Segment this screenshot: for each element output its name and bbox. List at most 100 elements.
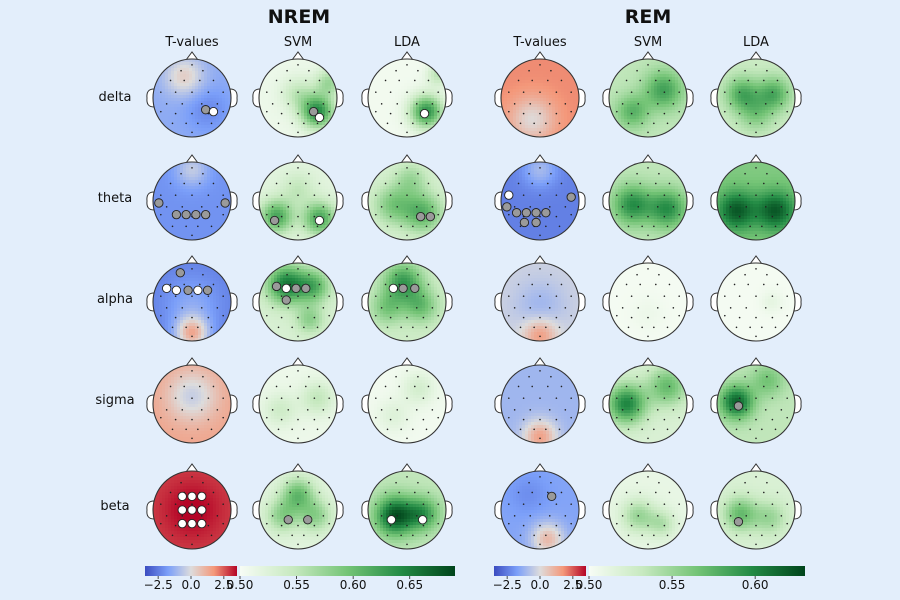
right-ear (577, 292, 586, 312)
head-outline (367, 364, 447, 444)
electrode-dot (763, 182, 765, 185)
electrode-dot (522, 194, 525, 196)
electrode-dot (735, 428, 738, 431)
topomap-nrem-lda-beta (361, 463, 453, 550)
electrode-dot (738, 397, 741, 399)
electrode-dot (380, 409, 383, 411)
electrode-dot (375, 91, 377, 93)
electrode-dot (328, 91, 331, 93)
electrode-dot (222, 503, 224, 505)
right-ear (229, 191, 238, 211)
nose (291, 255, 305, 265)
electrode-dot (735, 534, 738, 537)
electrode-dot (431, 409, 434, 411)
electrode-dot (547, 491, 549, 494)
electrode-dot (216, 409, 219, 411)
electrode-dot (406, 503, 408, 505)
electrode-dot (191, 234, 193, 237)
electrode-dot (297, 503, 299, 505)
electrode-dot (398, 182, 401, 185)
electrode-dot (755, 215, 757, 218)
left-ear (146, 500, 155, 520)
electrode-dot (289, 491, 292, 494)
significance-marker-gray (415, 211, 426, 222)
electrode-dot (755, 167, 757, 169)
left-ear (494, 500, 503, 520)
electrode-dot (656, 103, 659, 105)
electrode-dot (191, 476, 193, 478)
left-ear (361, 88, 370, 108)
electrode-dot (724, 295, 726, 297)
left-ear (252, 292, 261, 312)
electrode-dot (386, 428, 389, 431)
electrode-dot (678, 522, 680, 525)
right-ear (444, 292, 453, 312)
nose (400, 154, 414, 164)
electrode-dot (630, 295, 633, 297)
electrode-dot (744, 375, 746, 378)
electrode-dot (200, 409, 203, 411)
electrode-dot (308, 375, 310, 378)
electrode-dot (425, 122, 428, 125)
electrode-dot (647, 64, 649, 66)
electrode-dot (513, 515, 516, 517)
electrode-dot (513, 307, 516, 309)
head-outline (716, 470, 796, 550)
electrode-dot (550, 172, 552, 175)
topomap-rem-svm-theta (602, 154, 694, 241)
electrode-dot (517, 491, 520, 494)
electrode-dot (616, 110, 618, 113)
electrode-dot (786, 397, 788, 399)
electrode-dot (389, 112, 392, 115)
electrode-dot (396, 206, 399, 208)
significance-marker-gray (200, 105, 211, 115)
electrode-dot (771, 397, 774, 399)
electrode-dot (625, 79, 628, 82)
electrode-dot (639, 491, 641, 494)
electrode-dot (616, 314, 618, 317)
electrode-dot (672, 206, 675, 208)
electrode-dot (663, 397, 666, 399)
nrem-accuracy-tick-label: 0.50 (227, 578, 254, 592)
left-ear (710, 88, 719, 108)
electrode-dot (627, 534, 630, 537)
right-ear (229, 394, 238, 414)
electrode-dot (384, 283, 387, 286)
colorbar-rem-accuracy (589, 566, 805, 576)
electrode-dot (733, 385, 736, 388)
col-title-nrem-tvalues: T-values (164, 35, 219, 50)
electrode-dot (291, 122, 293, 125)
electrode-dot (647, 295, 649, 297)
electrode-dot (539, 524, 541, 527)
electrode-dot (297, 370, 299, 372)
electrode-dot (558, 534, 561, 537)
head-outline (367, 161, 447, 241)
electrode-dot (289, 182, 292, 185)
electrode-dot (297, 234, 299, 237)
electrode-dot (771, 112, 774, 115)
right-ear (577, 500, 586, 520)
right-ear (335, 292, 344, 312)
topomap-nrem-lda-alpha (361, 255, 453, 342)
electrode-dot (764, 515, 767, 517)
electrode-dot (422, 91, 425, 93)
electrode-dot (280, 418, 283, 421)
head-outline (716, 58, 796, 138)
electrode-dot (389, 397, 392, 399)
electrode-dot (396, 103, 399, 105)
electrode-dot (185, 326, 187, 329)
electrode-dot (776, 491, 779, 494)
electrode-dot (678, 213, 680, 216)
electrode-dot (755, 543, 757, 546)
electrode-dot (375, 194, 377, 196)
electrode-dot (522, 112, 525, 115)
electrode-dot (389, 524, 392, 527)
electrode-dot (780, 206, 783, 208)
electrode-dot (202, 481, 204, 484)
significance-marker-gray (566, 192, 576, 202)
topomap-nrem-t-values-delta (146, 51, 238, 138)
col-title-rem-lda: LDA (743, 35, 769, 50)
electrode-dot (548, 515, 551, 517)
right-ear (335, 191, 344, 211)
electrode-dot (637, 409, 640, 411)
